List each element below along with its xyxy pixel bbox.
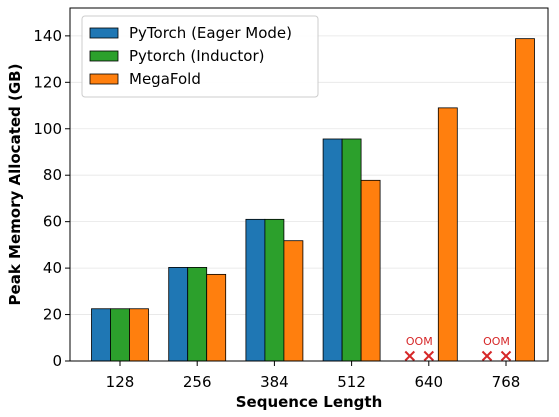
legend-swatch [89,27,119,39]
y-tick-label: 100 [33,120,62,138]
x-tick-label: 128 [106,373,135,391]
x-axis-title: Sequence Length [236,393,383,411]
bar [245,218,266,362]
y-tick-label: 20 [43,306,62,324]
legend-label: Pytorch (Inductor) [129,47,264,65]
legend-entry: MegaFold [89,70,201,88]
y-axis-title: Peak Memory Allocated (GB) [6,64,24,306]
oom-markers: OOM OOM [404,335,512,362]
y-tick-label: 0 [52,352,62,370]
x-tick-label: 256 [183,373,212,391]
bar [437,107,458,362]
oom-x-marker [500,350,512,362]
x-axis: 128 256 384 512 640 768 [106,361,521,391]
legend-swatch [89,73,119,85]
bar [91,308,111,362]
x-tick-label: 768 [492,373,521,391]
y-tick-label: 40 [43,259,62,277]
legend-entry: Pytorch (Inductor) [89,47,264,65]
y-tick-label: 140 [33,27,62,45]
bar [206,273,227,362]
oom-x-marker [481,350,493,362]
plot-frame [69,7,549,362]
bar [360,179,381,362]
y-tick-label: 80 [43,166,62,184]
x-tick-label: 384 [260,373,289,391]
y-tick-label: 120 [33,73,62,91]
bar [187,267,208,362]
legend-swatch [89,50,119,62]
oom-label: OOM [483,335,510,348]
y-axis: 0 20 40 60 80 100 120 140 [33,27,70,370]
bar [168,267,189,362]
oom-x-marker [404,350,416,362]
bar [341,138,362,362]
legend-box [81,15,319,98]
bar [283,240,304,362]
x-tick-label: 512 [337,373,366,391]
bar [322,138,343,362]
legend-label: PyTorch (Eager Mode) [129,24,292,42]
oom-x-marker [423,350,435,362]
bar [110,308,130,362]
legend-entry: PyTorch (Eager Mode) [89,24,292,42]
bar [515,38,535,362]
bar [264,218,285,362]
oom-label: OOM [406,335,433,348]
bar [129,308,149,362]
y-tick-label: 60 [43,213,62,231]
legend-label: MegaFold [129,70,201,88]
x-tick-label: 640 [414,373,443,391]
legend: PyTorch (Eager Mode) Pytorch (Inductor) Me… [81,15,319,98]
